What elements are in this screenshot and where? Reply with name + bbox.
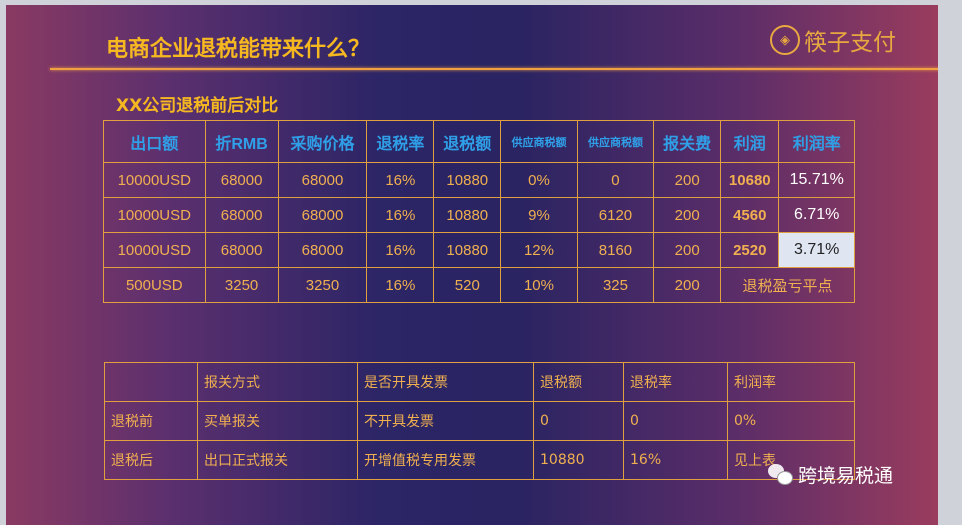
header-cell	[104, 362, 198, 402]
table-cell: 0	[576, 162, 655, 198]
table-cell: 68000	[277, 197, 368, 233]
table-cell: 200	[653, 162, 722, 198]
table-cell: 10000USD	[103, 162, 206, 198]
table-cell: 8160	[576, 232, 655, 268]
wechat-icon	[768, 463, 794, 486]
table-cell: 0	[623, 401, 728, 441]
table-row: 10000USD 68000 68000 16% 10880 12% 8160 …	[103, 232, 855, 268]
table-cell: 10000USD	[103, 197, 206, 233]
divider	[50, 68, 938, 70]
comparison-table: 出口额 折RMB 采购价格 退税率 退税额 供应商税额 供应商税额 报关费 利润…	[103, 120, 855, 303]
table-cell: 0	[533, 401, 624, 441]
header-cell: 利润率	[727, 362, 855, 402]
header-cell: 报关方式	[197, 362, 358, 402]
table-cell: 2520	[720, 232, 780, 268]
brand-logo: ◈ 筷子支付	[770, 23, 896, 57]
header-cell: 供应商税额	[576, 120, 655, 163]
table-cell: 6.71%	[778, 197, 855, 233]
table-header-row: 出口额 折RMB 采购价格 退税率 退税额 供应商税额 供应商税额 报关费 利润…	[103, 120, 855, 163]
table-cell: 10880	[433, 232, 502, 268]
table-cell: 16%	[366, 197, 435, 233]
table-row: 退税前 买单报关 不开具发票 0 0 0%	[104, 401, 855, 441]
table-cell: 0%	[500, 162, 578, 198]
table-cell: 68000	[277, 232, 368, 268]
table-cell: 500USD	[103, 267, 206, 303]
header-cell: 退税额	[433, 120, 502, 163]
table-cell: 3250	[277, 267, 368, 303]
table-cell: 10880	[533, 440, 624, 480]
table-cell: 退税前	[104, 401, 198, 441]
table-cell: 16%	[366, 162, 435, 198]
table-cell: 4560	[720, 197, 780, 233]
table-cell: 200	[653, 232, 722, 268]
header-cell: 退税额	[533, 362, 624, 402]
watermark: 跨境易税通	[768, 461, 893, 488]
table-row: 退税后 出口正式报关 开增值税专用发票 10880 16% 见上表	[104, 440, 855, 480]
table-cell: 325	[576, 267, 655, 303]
table-cell: 退税后	[104, 440, 198, 480]
slide: 电商企业退税能带来什么？ ◈ 筷子支付 XX公司退税前后对比 出口额 折RMB …	[6, 5, 938, 525]
table-cell: 开增值税专用发票	[357, 440, 534, 480]
header-cell: 供应商税额	[500, 120, 578, 163]
table-cell: 出口正式报关	[197, 440, 358, 480]
header-cell: 报关费	[653, 120, 722, 163]
table-cell: 16%	[623, 440, 728, 480]
table-cell: 16%	[366, 267, 435, 303]
table-cell: 68000	[204, 232, 279, 268]
table-row: 500USD 3250 3250 16% 520 10% 325 200 退税盈…	[103, 267, 855, 303]
table-cell: 16%	[366, 232, 435, 268]
table-cell: 68000	[204, 197, 279, 233]
header-cell: 出口额	[103, 120, 206, 163]
table-cell: 9%	[500, 197, 578, 233]
header-cell: 是否开具发票	[357, 362, 534, 402]
header-cell: 退税率	[366, 120, 435, 163]
header-cell: 利润率	[778, 120, 855, 163]
table-cell: 不开具发票	[357, 401, 534, 441]
header-cell: 利润	[720, 120, 780, 163]
table-cell: 0%	[727, 401, 855, 441]
table-cell: 520	[433, 267, 502, 303]
table-cell: 10880	[433, 197, 502, 233]
logo-icon: ◈	[770, 25, 800, 55]
table-header-row: 报关方式 是否开具发票 退税额 退税率 利润率	[104, 362, 855, 402]
header-cell: 折RMB	[204, 120, 279, 163]
table-row: 10000USD 68000 68000 16% 10880 9% 6120 2…	[103, 197, 855, 233]
table-cell: 10680	[720, 162, 780, 198]
header-cell: 退税率	[623, 362, 728, 402]
table-cell: 3250	[204, 267, 279, 303]
before-after-table: 报关方式 是否开具发票 退税额 退税率 利润率 退税前 买单报关 不开具发票 0…	[104, 362, 855, 480]
table-cell: 6120	[576, 197, 655, 233]
table-cell: 68000	[277, 162, 368, 198]
table-cell: 10%	[500, 267, 578, 303]
table-cell: 12%	[500, 232, 578, 268]
table-cell: 200	[653, 197, 722, 233]
table-cell: 10880	[433, 162, 502, 198]
table-row: 10000USD 68000 68000 16% 10880 0% 0 200 …	[103, 162, 855, 198]
header-cell: 采购价格	[277, 120, 368, 163]
table-cell: 68000	[204, 162, 279, 198]
highlighted-cell: 3.71%	[778, 232, 855, 268]
table-cell: 200	[653, 267, 722, 303]
table-cell: 10000USD	[103, 232, 206, 268]
section-title: XX公司退税前后对比	[116, 96, 279, 116]
page-title: 电商企业退税能带来什么？	[106, 37, 371, 62]
logo-text: 筷子支付	[804, 30, 896, 56]
table-cell: 15.71%	[778, 162, 855, 198]
table-cell: 买单报关	[197, 401, 358, 441]
table-cell: 退税盈亏平点	[720, 267, 855, 303]
watermark-text: 跨境易税通	[798, 465, 894, 487]
